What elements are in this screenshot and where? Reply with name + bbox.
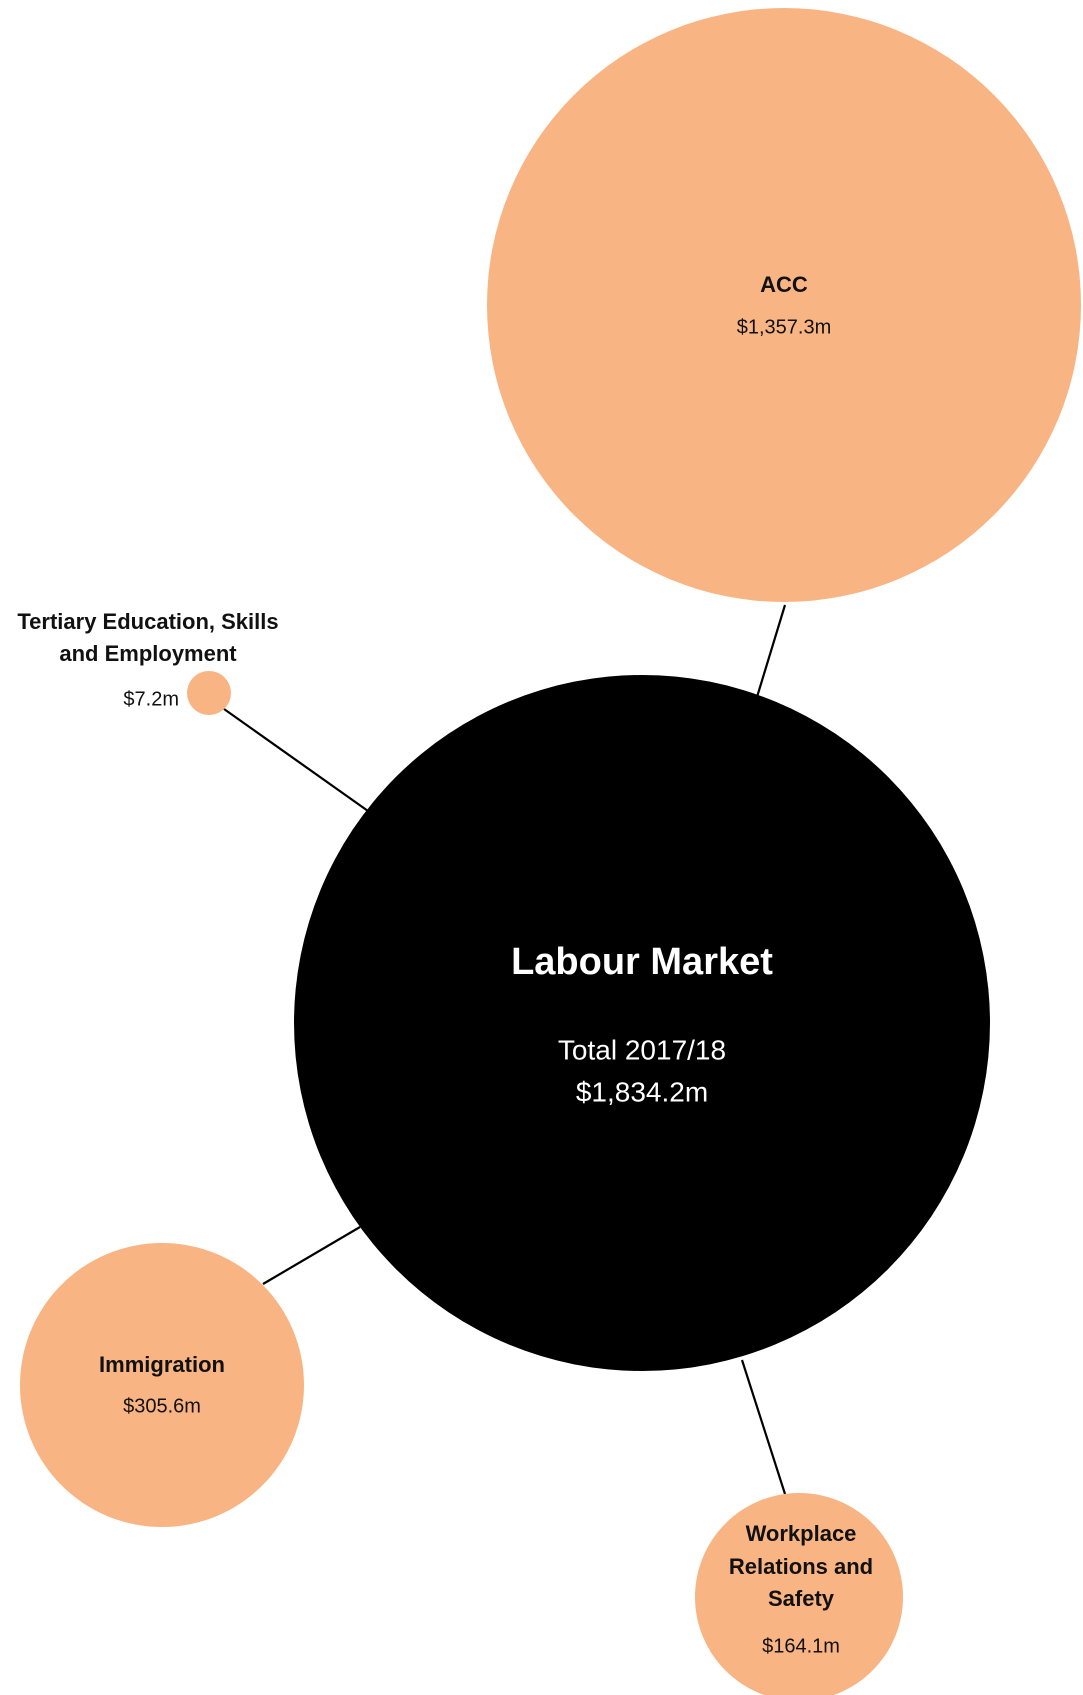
node-label: Workplace bbox=[746, 1521, 857, 1546]
acc-bubble bbox=[487, 8, 1081, 602]
connector bbox=[740, 1359, 787, 1495]
center-value: $1,834.2m bbox=[576, 1076, 708, 1107]
node-label: Tertiary Education, Skills bbox=[17, 609, 278, 634]
center-bubble bbox=[294, 675, 990, 1371]
connector bbox=[755, 604, 787, 698]
node-value: $164.1m bbox=[762, 1635, 840, 1657]
node-value: $1,357.3m bbox=[737, 316, 832, 338]
immigration-bubble bbox=[20, 1243, 304, 1527]
node-label: Relations and bbox=[729, 1554, 873, 1579]
tertiary-bubble bbox=[187, 671, 231, 715]
center-title: Labour Market bbox=[511, 941, 773, 983]
workplace-bubble bbox=[695, 1493, 903, 1695]
node-label: and Employment bbox=[59, 641, 237, 666]
node-label: Immigration bbox=[99, 1352, 225, 1377]
node-value: $305.6m bbox=[123, 1395, 201, 1417]
node-label: ACC bbox=[760, 272, 808, 297]
center-subtitle: Total 2017/18 bbox=[558, 1034, 726, 1065]
connector bbox=[223, 708, 369, 812]
node-value: $7.2m bbox=[123, 688, 179, 710]
connector bbox=[262, 1226, 361, 1285]
node-label: Safety bbox=[768, 1586, 835, 1611]
